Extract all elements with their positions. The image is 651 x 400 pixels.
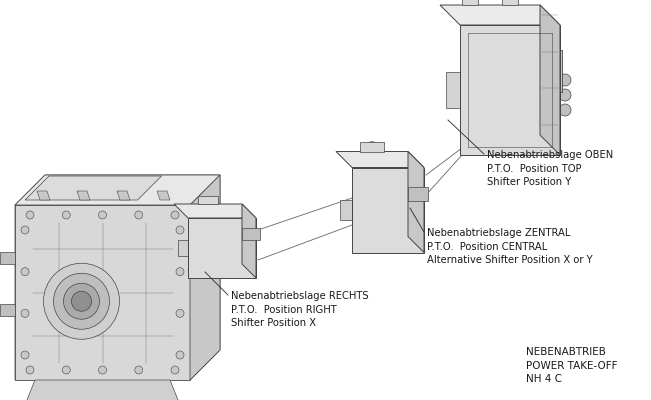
- Circle shape: [204, 230, 240, 266]
- Polygon shape: [15, 175, 220, 205]
- Circle shape: [559, 89, 571, 101]
- Circle shape: [499, 84, 521, 106]
- Circle shape: [244, 222, 251, 229]
- Polygon shape: [360, 142, 384, 152]
- Polygon shape: [0, 304, 15, 316]
- Polygon shape: [242, 204, 256, 278]
- Text: Nebenabtriebslage RECHTS
P.T.O.  Position RIGHT
Shifter Position X: Nebenabtriebslage RECHTS P.T.O. Position…: [231, 291, 368, 328]
- Polygon shape: [178, 240, 188, 256]
- Circle shape: [62, 366, 70, 374]
- Circle shape: [244, 267, 251, 274]
- Circle shape: [72, 291, 92, 311]
- Circle shape: [193, 222, 200, 229]
- Polygon shape: [25, 380, 180, 400]
- Polygon shape: [462, 0, 478, 5]
- Circle shape: [135, 211, 143, 219]
- Polygon shape: [117, 191, 130, 200]
- Circle shape: [210, 236, 234, 260]
- Circle shape: [215, 241, 229, 255]
- Circle shape: [367, 142, 377, 152]
- Circle shape: [98, 211, 107, 219]
- Polygon shape: [408, 152, 424, 252]
- Circle shape: [193, 267, 200, 274]
- Circle shape: [242, 229, 252, 239]
- Polygon shape: [340, 200, 352, 220]
- Circle shape: [21, 268, 29, 276]
- Polygon shape: [540, 5, 560, 155]
- Circle shape: [21, 309, 29, 317]
- Polygon shape: [502, 0, 518, 5]
- Circle shape: [357, 239, 364, 246]
- Circle shape: [546, 31, 554, 39]
- Circle shape: [176, 351, 184, 359]
- Polygon shape: [25, 176, 161, 200]
- Circle shape: [135, 366, 143, 374]
- Text: Nebenabtriebslage OBEN
P.T.O.  Position TOP
Shifter Position Y: Nebenabtriebslage OBEN P.T.O. Position T…: [487, 150, 613, 187]
- Circle shape: [546, 138, 554, 146]
- Circle shape: [466, 31, 474, 39]
- Text: Nebenabtriebslage ZENTRAL
P.T.O.  Position CENTRAL
Alternative Shifter Position : Nebenabtriebslage ZENTRAL P.T.O. Positio…: [427, 228, 592, 265]
- Circle shape: [64, 283, 100, 319]
- Polygon shape: [188, 218, 256, 278]
- Circle shape: [21, 226, 29, 234]
- Polygon shape: [540, 50, 562, 92]
- Circle shape: [466, 138, 474, 146]
- Polygon shape: [174, 204, 256, 218]
- Polygon shape: [460, 25, 560, 155]
- Polygon shape: [440, 5, 560, 25]
- Polygon shape: [15, 205, 190, 380]
- Circle shape: [26, 366, 34, 374]
- Circle shape: [412, 172, 419, 180]
- Text: NEBENABTRIEB
POWER TAKE-OFF
NH 4 C: NEBENABTRIEB POWER TAKE-OFF NH 4 C: [526, 347, 618, 384]
- Circle shape: [176, 226, 184, 234]
- Circle shape: [482, 67, 538, 123]
- Circle shape: [491, 76, 529, 114]
- Circle shape: [381, 208, 395, 222]
- Polygon shape: [15, 175, 220, 380]
- Circle shape: [176, 309, 184, 317]
- Circle shape: [62, 211, 70, 219]
- Polygon shape: [198, 196, 218, 204]
- Polygon shape: [242, 228, 260, 240]
- Polygon shape: [336, 152, 424, 168]
- Polygon shape: [446, 72, 460, 108]
- Circle shape: [98, 366, 107, 374]
- Polygon shape: [37, 191, 50, 200]
- Polygon shape: [190, 175, 220, 380]
- Circle shape: [357, 172, 364, 180]
- Circle shape: [53, 273, 109, 329]
- Circle shape: [21, 351, 29, 359]
- Circle shape: [171, 366, 179, 374]
- Circle shape: [507, 0, 513, 2]
- Polygon shape: [77, 191, 90, 200]
- Circle shape: [412, 239, 419, 246]
- Circle shape: [375, 202, 401, 228]
- Circle shape: [467, 0, 473, 2]
- Circle shape: [559, 74, 571, 86]
- Circle shape: [559, 104, 571, 116]
- Circle shape: [26, 211, 34, 219]
- Circle shape: [171, 211, 179, 219]
- Circle shape: [368, 195, 408, 235]
- Polygon shape: [408, 187, 428, 201]
- Circle shape: [176, 268, 184, 276]
- Polygon shape: [157, 191, 170, 200]
- Circle shape: [44, 263, 120, 339]
- Circle shape: [504, 89, 516, 101]
- Polygon shape: [0, 252, 15, 264]
- Polygon shape: [352, 168, 424, 252]
